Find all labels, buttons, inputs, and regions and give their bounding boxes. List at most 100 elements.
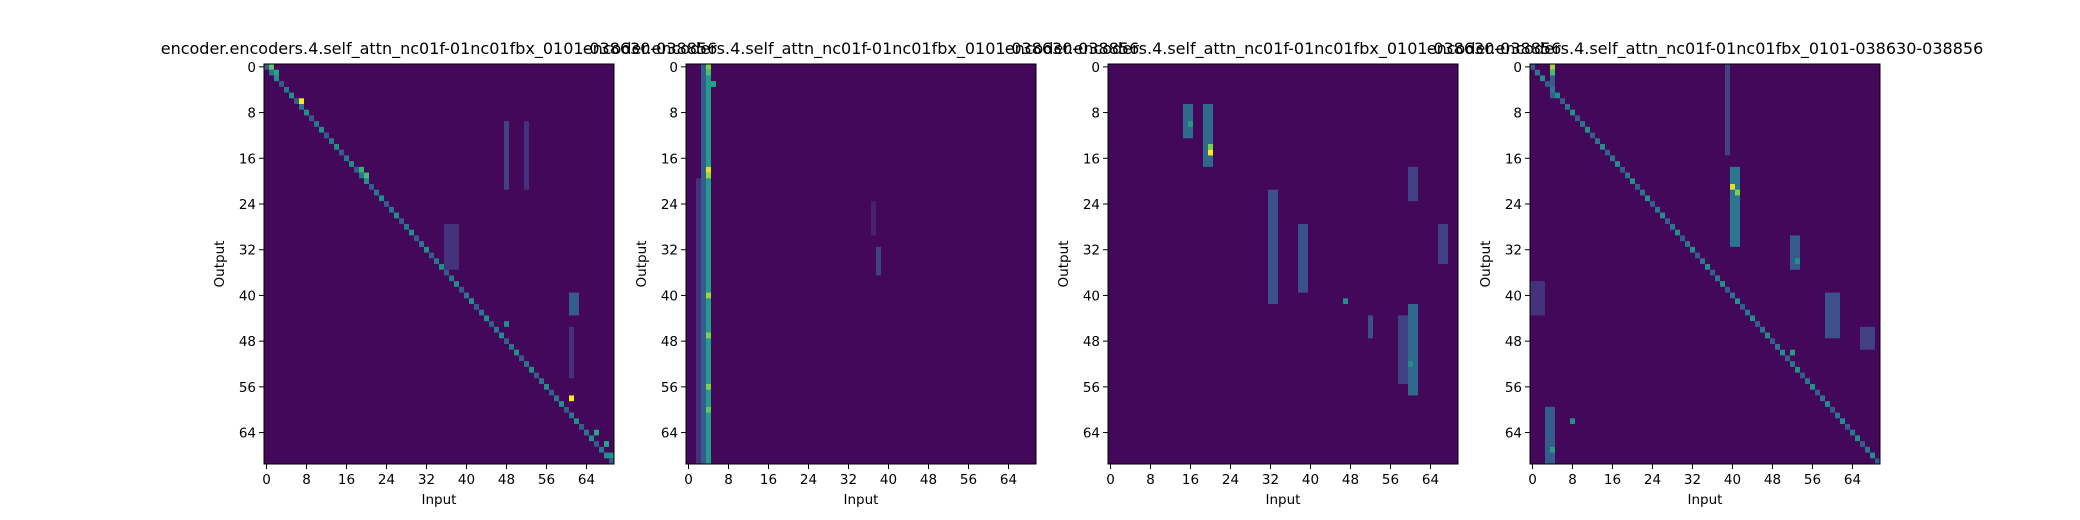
heatmap-cell [364,173,369,179]
heatmap-diagonal-cell [1845,424,1850,430]
heatmap-diagonal-cell [1645,195,1650,201]
heatmap-cell [594,430,599,436]
y-tick-label: 8 [247,106,256,122]
heatmap-diagonal-cell [1800,373,1805,379]
heatmap-diagonal-cell [299,104,304,110]
heatmap-diagonal-cell [399,218,404,224]
heatmap-diagonal-cell [1650,201,1655,207]
heatmap-band [1438,224,1448,264]
heatmap-diagonal-cell [1780,350,1785,356]
heatmap-diagonal-cell [1685,241,1690,247]
heatmap-band [1183,104,1193,138]
heatmap-diagonal-cell [1620,167,1625,173]
heatmap-band [1825,293,1840,339]
heatmap-band [504,121,509,190]
heatmap-band [1530,281,1545,315]
heatmap-diagonal-cell [504,338,509,344]
x-tick-label: 32 [1262,472,1279,488]
heatmap-diagonal-cell [1860,441,1865,447]
heatmap-diagonal-cell [404,224,409,230]
heatmap-diagonal-cell [1710,270,1715,276]
heatmap-diagonal-cell [1700,258,1705,264]
heatmap-diagonal-cell [1830,407,1835,413]
y-tick-label: 48 [1083,334,1100,350]
y-tick-label: 0 [247,60,256,76]
heatmap-diagonal-cell [1875,458,1880,464]
heatmap-diagonal-cell [424,247,429,253]
heatmap-diagonal-cell [1725,287,1730,293]
heatmap-band [1408,167,1418,201]
heatmap-diagonal-cell [329,138,334,144]
x-tick-label: 16 [1604,472,1621,488]
heatmap-cell [1188,121,1193,127]
heatmap-cell [1408,361,1413,367]
y-tick-label: 40 [239,288,256,304]
x-tick-label: 32 [1684,472,1701,488]
heatmap-band [444,224,459,270]
heatmap-diagonal-cell [1630,178,1635,184]
heatmap-diagonal-cell [579,424,584,430]
heatmap-diagonal-cell [264,64,269,70]
x-tick-label: 24 [800,472,817,488]
chart-title: encoder.encoders.4.self_attn_nc01f-01nc0… [1427,39,1984,59]
heatmap-band [871,201,876,235]
x-tick-label: 8 [1568,472,1577,488]
heatmap-diagonal-cell [1790,361,1795,367]
heatmap-diagonal-cell [409,230,414,236]
y-tick-label: 0 [1091,60,1100,76]
heatmap-cell [1550,64,1555,70]
heatmap-diagonal-cell [319,127,324,133]
heatmap-diagonal-cell [1720,281,1725,287]
heatmap-diagonal-cell [499,333,504,339]
heatmap-diagonal-cell [589,435,594,441]
x-tick-label: 16 [1182,472,1199,488]
heatmap-diagonal-cell [1695,253,1700,259]
heatmap-cell [1550,447,1555,453]
x-tick-label: 8 [302,472,311,488]
heatmap-diagonal-cell [484,315,489,321]
heatmap-diagonal-cell [1740,304,1745,310]
heatmap-band [701,64,706,464]
heatmap-diagonal-cell [544,384,549,390]
heatmap-diagonal-cell [1755,321,1760,327]
heatmap-diagonal-cell [1855,435,1860,441]
heatmap-diagonal-cell [1750,315,1755,321]
x-tick-label: 24 [378,472,395,488]
heatmap-diagonal-cell [1670,224,1675,230]
heatmap-background [1108,64,1458,464]
heatmap-diagonal-cell [444,270,449,276]
heatmap-diagonal-cell [344,155,349,161]
heatmap-diagonal-cell [1805,378,1810,384]
y-tick-label: 32 [239,243,256,259]
heatmap-diagonal-cell [1785,355,1790,361]
y-tick-label: 16 [1505,151,1522,167]
heatmap-diagonal-cell [294,98,299,104]
x-axis-label: Input [422,492,457,508]
heatmap-cell [1570,418,1575,424]
heatmap-diagonal-cell [534,373,539,379]
heatmap-diagonal-cell [384,201,389,207]
heatmap-band [1398,315,1408,384]
heatmap-diagonal-cell [439,264,444,270]
heatmap-cell [1730,184,1735,190]
heatmap-cell [1795,258,1800,264]
y-tick-label: 24 [1083,197,1100,213]
heatmap-diagonal-cell [289,93,294,99]
heatmap-diagonal-cell [1675,230,1680,236]
x-tick-label: 24 [1644,472,1661,488]
y-axis-label: Output [1056,241,1072,288]
heatmap-diagonal-cell [1870,453,1875,459]
heatmap-cell [706,384,711,390]
heatmap-cell [706,407,711,413]
x-tick-label: 32 [840,472,857,488]
heatmap-diagonal-cell [569,413,574,419]
heatmap-diagonal-cell [464,293,469,299]
x-tick-label: 16 [760,472,777,488]
heatmap-diagonal-cell [1640,190,1645,196]
x-tick-label: 8 [1146,472,1155,488]
heatmap-diagonal-cell [1545,81,1550,87]
heatmap-diagonal-cell [269,70,274,76]
heatmap-diagonal-cell [1625,173,1630,179]
y-tick-label: 48 [661,334,678,350]
y-tick-label: 24 [239,197,256,213]
